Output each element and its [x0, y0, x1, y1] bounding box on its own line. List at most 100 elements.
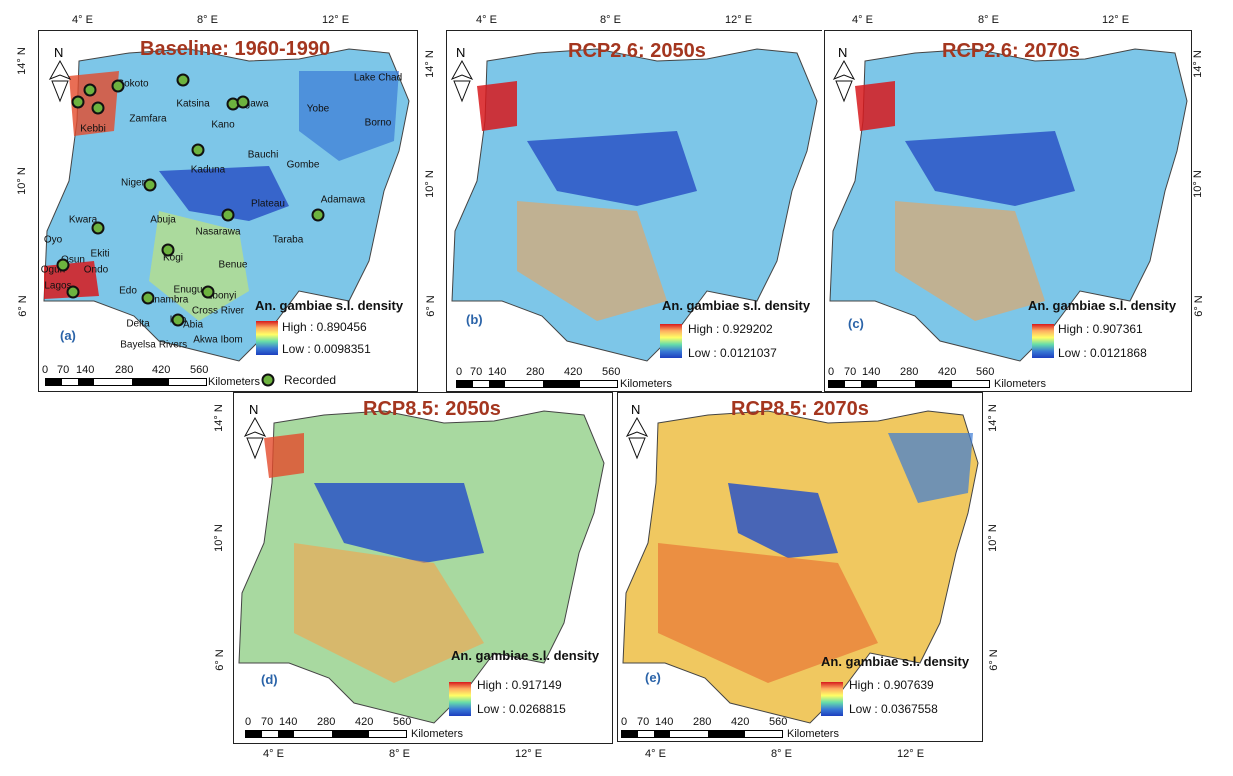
scale-label: 140	[488, 366, 507, 378]
map-frame-a	[38, 30, 418, 392]
scale-unit: Kilometers	[994, 378, 1046, 390]
lat-tick: 10° N	[15, 167, 28, 195]
north-arrow-icon: N	[243, 402, 267, 460]
panel-e: RCP8.5: 2070s 4° E 8° E 12° E 14° N 10° …	[615, 392, 1015, 776]
legend-high: High : 0.917149	[477, 678, 562, 692]
scale-label: 560	[769, 716, 788, 728]
lon-tick: 4° E	[72, 14, 93, 26]
map-frame-e	[617, 392, 983, 742]
lon-tick: 8° E	[978, 14, 999, 26]
nigeria-map-c	[829, 48, 1188, 362]
lon-tick: 12° E	[897, 748, 925, 760]
scale-label: 280	[900, 366, 919, 378]
north-arrow-icon: N	[832, 45, 856, 103]
legend-title: An. gambiae s.l. density	[1028, 298, 1177, 313]
scale-label: 560	[190, 364, 209, 376]
panel-label: (e)	[645, 670, 661, 685]
recorded-label: Recorded	[284, 373, 337, 387]
lon-tick: 8° E	[389, 748, 410, 760]
legend-high: High : 0.907639	[849, 678, 934, 692]
scale-unit: Kilometers	[620, 378, 672, 390]
lat-tick: 6° N	[213, 649, 226, 671]
lat-tick: 14° N	[986, 404, 999, 432]
svg-text:N: N	[456, 45, 465, 60]
legend-title: An. gambiae s.l. density	[255, 298, 404, 313]
lat-tick: 10° N	[212, 524, 225, 552]
scale-label: 0	[828, 366, 835, 378]
scale-label: 0	[621, 716, 628, 728]
legend-color-ramp	[256, 321, 278, 355]
north-arrow-icon: N	[450, 45, 474, 103]
lat-tick: 6° N	[1192, 295, 1205, 317]
scale-bar	[828, 380, 990, 388]
lon-tick: 4° E	[476, 14, 497, 26]
scale-label: 70	[637, 716, 650, 728]
scale-label: 280	[526, 366, 545, 378]
nigeria-map-b	[451, 48, 818, 362]
lon-tick: 12° E	[515, 748, 543, 760]
lon-tick: 4° E	[852, 14, 873, 26]
lon-tick: 8° E	[771, 748, 792, 760]
scale-label: 140	[279, 716, 298, 728]
recorded-legend-dot	[261, 373, 275, 387]
lat-tick: 10° N	[423, 170, 436, 198]
nigeria-map-a	[43, 48, 410, 362]
lat-tick: 6° N	[987, 649, 1000, 671]
legend-low: Low : 0.0367558	[849, 702, 938, 716]
lon-tick: 8° E	[600, 14, 621, 26]
scale-label: 280	[317, 716, 336, 728]
scale-label: 70	[261, 716, 274, 728]
legend-low: Low : 0.0268815	[477, 702, 566, 716]
lat-tick: 14° N	[1191, 50, 1204, 78]
scale-label: 70	[844, 366, 857, 378]
lon-tick: 8° E	[197, 14, 218, 26]
scale-unit: Kilometers	[411, 728, 463, 740]
scale-label: 560	[976, 366, 995, 378]
legend-color-ramp	[821, 682, 843, 716]
svg-text:N: N	[631, 402, 640, 417]
panel-title: RCP8.5: 2070s	[731, 398, 869, 420]
lon-tick: 4° E	[263, 748, 284, 760]
legend-title: An. gambiae s.l. density	[451, 648, 600, 663]
legend-title: An. gambiae s.l. density	[821, 654, 970, 669]
panel-label: (b)	[466, 312, 483, 327]
svg-text:N: N	[249, 402, 258, 417]
svg-text:N: N	[838, 45, 847, 60]
scale-bar	[245, 730, 407, 738]
panel-title: RCP2.6: 2070s	[942, 40, 1080, 62]
legend-low: Low : 0.0121037	[688, 346, 777, 360]
legend-title: An. gambiae s.l. density	[662, 298, 811, 313]
scale-label: 420	[564, 366, 583, 378]
panel-a: Baseline: 1960-1990 4° E 8° E 12° E 14° …	[0, 0, 420, 392]
scale-bar	[456, 380, 618, 388]
panel-title: RCP8.5: 2050s	[363, 398, 501, 420]
legend-color-ramp	[1032, 324, 1054, 358]
scale-bar	[621, 730, 783, 738]
lat-tick: 10° N	[986, 524, 999, 552]
legend-color-ramp	[449, 682, 471, 716]
panel-title: RCP2.6: 2050s	[568, 40, 706, 62]
scale-label: 140	[862, 366, 881, 378]
scale-label: 420	[152, 364, 171, 376]
legend-high: High : 0.907361	[1058, 322, 1143, 336]
lat-tick: 6° N	[424, 295, 437, 317]
lon-tick: 4° E	[645, 748, 666, 760]
legend-low: Low : 0.0098351	[282, 342, 371, 356]
north-arrow-icon: N	[625, 402, 649, 460]
lat-tick: 14° N	[15, 47, 28, 75]
scale-label: 0	[245, 716, 252, 728]
scale-label: 560	[393, 716, 412, 728]
scale-label: 140	[655, 716, 674, 728]
legend-color-ramp	[660, 324, 682, 358]
panel-b: RCP2.6: 2050s 4° E 8° E 12° E 14° N 10° …	[420, 0, 824, 392]
lon-tick: 12° E	[725, 14, 753, 26]
scale-label: 420	[731, 716, 750, 728]
legend-high: High : 0.890456	[282, 320, 367, 334]
panel-label: (c)	[848, 316, 864, 331]
lon-tick: 12° E	[1102, 14, 1130, 26]
lat-tick: 14° N	[423, 50, 436, 78]
lat-tick: 14° N	[212, 404, 225, 432]
svg-text:N: N	[54, 45, 63, 60]
scale-bar	[45, 378, 207, 386]
scale-label: 0	[42, 364, 49, 376]
